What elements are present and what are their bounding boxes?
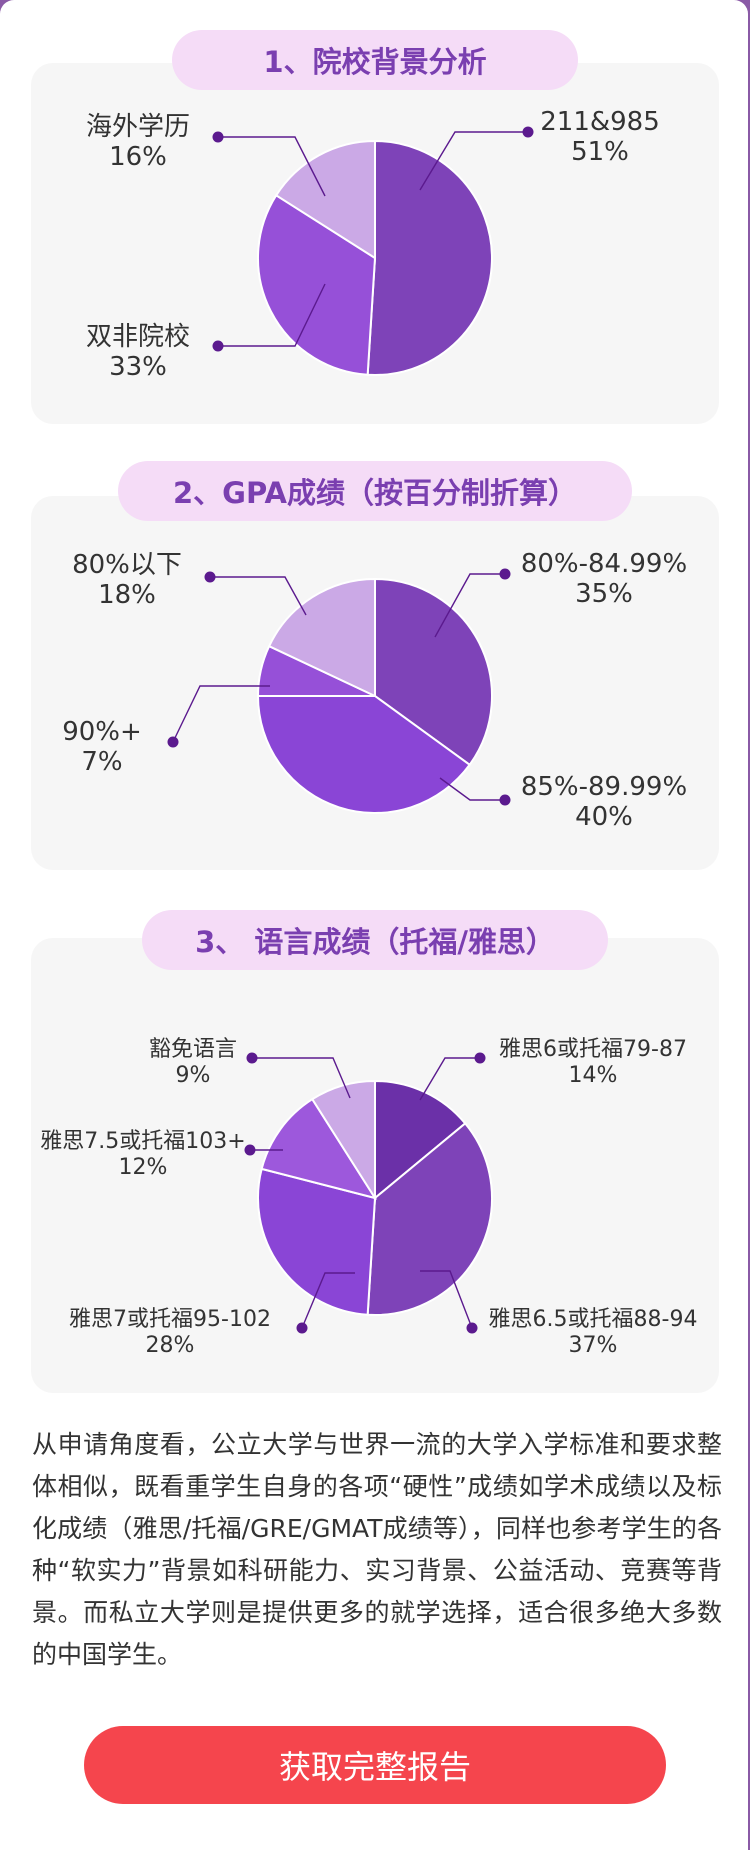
slice-percent: 37% [569,1333,618,1358]
leader-line [218,136,326,197]
leader-line [434,573,505,638]
pie-slice [366,1122,493,1316]
pie-slice [256,695,472,814]
slice-label: 90%+ [62,717,142,747]
description-paragraph: 从申请角度看，公立大学与世界一流的大学入学标准和要求整体相似，既看重学生自身的各… [32,1430,722,1669]
chart-title-language: 3、 语言成绩（托福/雅思） [142,910,608,970]
chart-title-gpa: 2、GPA成绩（按百分制折算） [118,461,632,521]
pie-slice [310,1079,376,1202]
slice-percent: 51% [571,137,629,167]
leader-line [419,1057,480,1101]
slice-label: 80%以下 [72,550,182,580]
slice-percent: 40% [575,802,633,832]
slice-label: 雅思6或托福79-87 [499,1037,687,1062]
leader-dot [212,131,224,143]
leader-line [420,1270,473,1329]
slice-label: 80%-84.99% [521,549,687,579]
leader-dot [522,126,534,138]
slice-label: 雅思6.5或托福88-94 [489,1307,698,1332]
leader-line [172,685,270,743]
leader-dot [499,794,511,806]
pie-slice [260,1097,378,1200]
pie-slice [274,139,376,260]
slice-percent: 14% [569,1063,618,1088]
slice-percent: 9% [176,1063,211,1088]
leader-dot [474,1052,486,1064]
slice-percent: 28% [146,1333,195,1358]
leader-dot [204,571,216,583]
slice-label: 211&985 [540,107,660,137]
leader-dot [167,736,179,748]
slice-percent: 7% [81,747,122,777]
slice-percent: 16% [109,142,167,172]
leader-dot [212,340,224,352]
pie-slice [267,577,376,698]
slice-percent: 12% [119,1155,168,1180]
slice-label: 雅思7或托福95-102 [69,1307,271,1332]
leader-line [210,576,307,616]
leader-dot [296,1322,308,1334]
slice-percent: 18% [98,580,156,610]
slice-percent: 35% [575,579,633,609]
leader-dot [246,1052,258,1064]
chart-title-school: 1、院校背景分析 [172,30,578,90]
leader-dot [499,568,511,580]
slice-label: 豁免语言 [149,1037,237,1062]
leader-line [439,777,505,801]
slice-label: 双非院校 [86,322,190,352]
leader-line [301,1272,355,1329]
slice-label: 雅思7.5或托福103+ [40,1129,245,1154]
leader-line [252,1057,351,1099]
pie-slice [257,1167,377,1316]
leader-line [419,131,528,191]
pie-slice [366,139,493,376]
leader-line [218,283,326,347]
leader-dot [244,1144,256,1156]
pie-slice [374,577,493,767]
slice-label: 85%-89.99% [521,772,687,802]
get-full-report-button[interactable]: 获取完整报告 [84,1726,666,1804]
leader-dot [466,1322,478,1334]
slice-percent: 33% [109,352,167,382]
slice-label: 海外学历 [86,112,190,142]
